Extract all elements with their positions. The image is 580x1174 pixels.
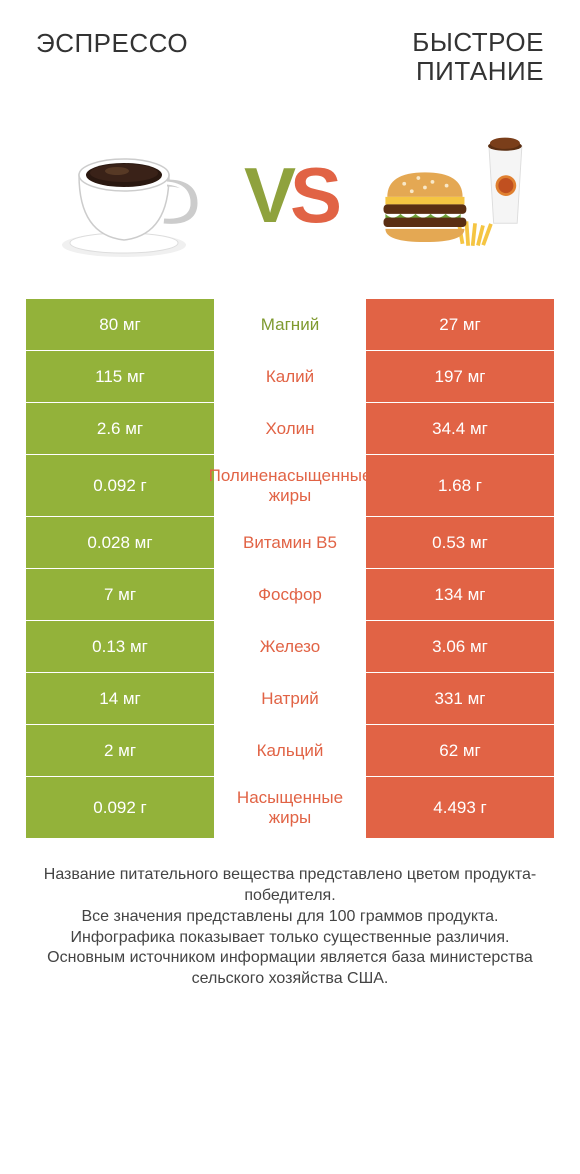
title-right-line1: БЫСТРОЕ [412,28,544,57]
nutrition-row: 0.092 гПолиненасыщенные жиры1.68 г [26,455,554,517]
nutrient-name: Витамин B5 [214,517,366,569]
nutrition-row: 80 мгМагний27 мг [26,299,554,351]
right-value: 62 мг [366,725,554,777]
nutrient-name: Холин [214,403,366,455]
nutrition-table: 80 мгМагний27 мг115 мгКалий197 мг2.6 мгХ… [26,299,554,839]
nutrient-name: Насыщенные жиры [214,777,366,839]
left-value: 0.092 г [26,455,214,517]
nutrient-name: Кальций [214,725,366,777]
fastfood-image [376,115,536,275]
left-value: 115 мг [26,351,214,403]
right-value: 3.06 мг [366,621,554,673]
left-value: 14 мг [26,673,214,725]
images-row: VS [0,95,580,299]
espresso-image [44,115,204,275]
nutrient-name: Натрий [214,673,366,725]
nutrition-row: 2.6 мгХолин34.4 мг [26,403,554,455]
right-value: 4.493 г [366,777,554,839]
nutrition-row: 0.092 гНасыщенные жиры4.493 г [26,777,554,839]
title-right: БЫСТРОЕ ПИТАНИЕ [412,28,544,85]
vs-s: S [290,150,336,241]
nutrition-row: 0.13 мгЖелезо3.06 мг [26,621,554,673]
left-value: 0.13 мг [26,621,214,673]
left-value: 0.092 г [26,777,214,839]
right-value: 197 мг [366,351,554,403]
title-left: ЭСПРЕССО [36,28,188,85]
left-value: 0.028 мг [26,517,214,569]
nutrition-row: 7 мгФосфор134 мг [26,569,554,621]
footer-line-1: Название питательного вещества представл… [26,865,554,907]
right-value: 27 мг [366,299,554,351]
footer-line-3: Инфографика показывает только существенн… [26,928,554,949]
left-value: 7 мг [26,569,214,621]
vs-label: VS [244,150,336,241]
footer-line-4: Основным источником информации является … [26,948,554,990]
nutrition-row: 115 мгКалий197 мг [26,351,554,403]
nutrition-row: 0.028 мгВитамин B50.53 мг [26,517,554,569]
nutrient-name: Фосфор [214,569,366,621]
title-right-line2: ПИТАНИЕ [412,57,544,86]
nutrient-name: Калий [214,351,366,403]
right-value: 331 мг [366,673,554,725]
nutrient-name: Полиненасыщенные жиры [214,455,366,517]
right-value: 1.68 г [366,455,554,517]
titles-row: ЭСПРЕССО БЫСТРОЕ ПИТАНИЕ [0,0,580,95]
nutrition-row: 2 мгКальций62 мг [26,725,554,777]
left-value: 2 мг [26,725,214,777]
nutrition-row: 14 мгНатрий331 мг [26,673,554,725]
vs-v: V [244,150,290,241]
right-value: 34.4 мг [366,403,554,455]
left-value: 2.6 мг [26,403,214,455]
nutrient-name: Магний [214,299,366,351]
footer-line-2: Все значения представлены для 100 граммо… [26,907,554,928]
left-value: 80 мг [26,299,214,351]
right-value: 0.53 мг [366,517,554,569]
footer-notes: Название питательного вещества представл… [26,865,554,990]
right-value: 134 мг [366,569,554,621]
nutrient-name: Железо [214,621,366,673]
